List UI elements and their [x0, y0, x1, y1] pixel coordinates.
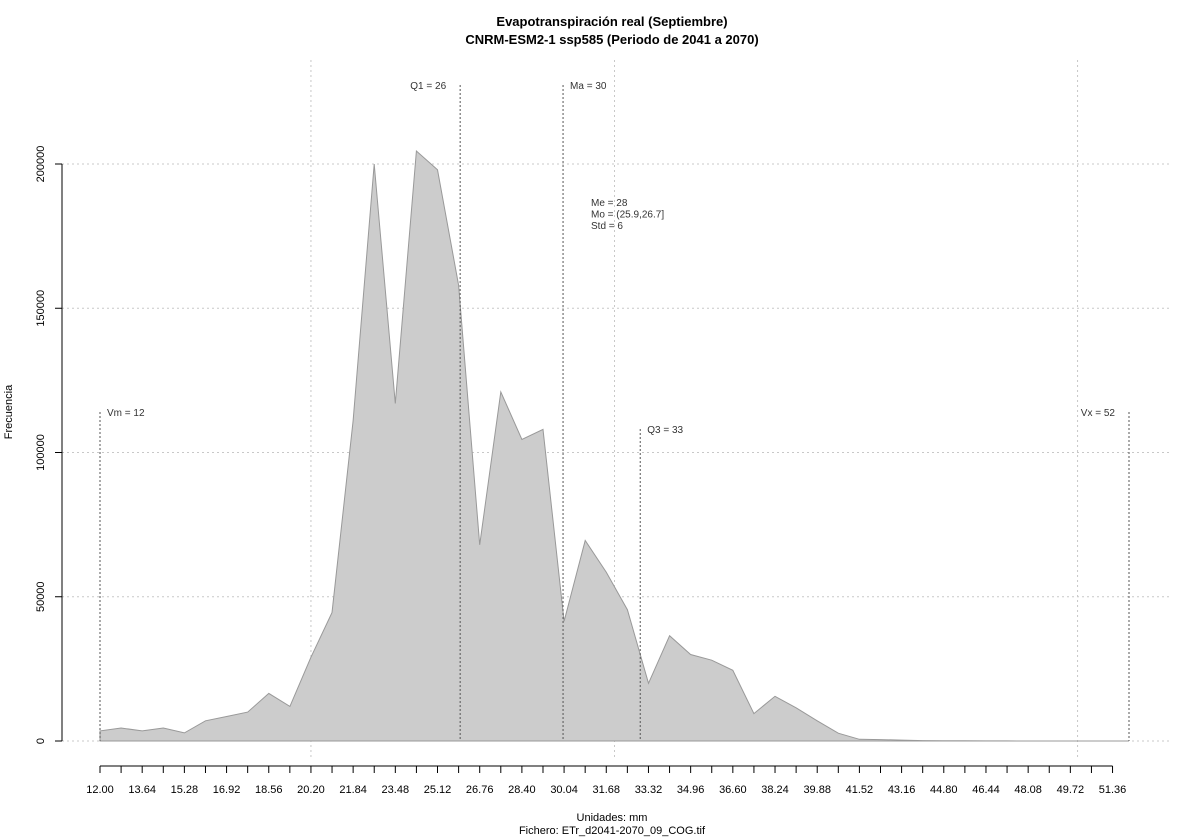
x-tick-label-22: 48.08 — [1014, 784, 1042, 796]
marker-label-0: Vm = 12 — [107, 408, 145, 419]
y-tick-label-4: 200000 — [35, 146, 47, 183]
chart-subtitle: CNRM-ESM2-1 ssp585 (Periodo de 2041 a 20… — [465, 32, 758, 47]
y-tick-label-2: 100000 — [35, 434, 47, 471]
x-tick-label-16: 38.24 — [761, 784, 789, 796]
x-tick-label-20: 44.80 — [930, 784, 958, 796]
grid-layer — [62, 60, 1170, 760]
x-tick-label-1: 13.64 — [128, 784, 156, 796]
marker-label-2: Ma = 30 — [570, 81, 607, 92]
frequency-area — [99, 149, 1129, 742]
x-tick-label-10: 28.40 — [508, 784, 536, 796]
marker-label-4: Vx = 52 — [1081, 408, 1116, 419]
x-tick-label-7: 23.48 — [382, 784, 410, 796]
area-layer — [99, 149, 1129, 742]
x-tick-label-8: 25.12 — [424, 784, 452, 796]
stat-line-1: Mo = (25.9,26.7] — [591, 210, 664, 221]
x-tick-label-19: 43.16 — [888, 784, 916, 796]
axis-layer: 0 50000 100000 150000 200000 12.00 13.64 15.28 1… — [35, 146, 1126, 796]
marker-layer: Vm = 12 Q1 = 26 Ma = 30 Q3 = 33 Vx = 52 — [99, 81, 1130, 741]
x-tick-label-15: 36.60 — [719, 784, 747, 796]
stat-line-2: Std = 6 — [591, 221, 623, 232]
stat-line-0: Me = 28 — [591, 198, 628, 209]
x-tick-label-5: 20.20 — [297, 784, 325, 796]
x-tick-label-0: 12.00 — [86, 784, 114, 796]
x-tick-label-23: 49.72 — [1057, 784, 1085, 796]
marker-label-1: Q1 = 26 — [410, 81, 446, 92]
x-tick-label-2: 15.28 — [171, 784, 199, 796]
y-tick-label-1: 50000 — [35, 581, 47, 612]
x-tick-label-12: 31.68 — [593, 784, 621, 796]
y-tick-label-0: 0 — [35, 738, 47, 744]
x-tick-label-3: 16.92 — [213, 784, 241, 796]
x-tick-label-14: 34.96 — [677, 784, 705, 796]
y-tick-label-3: 150000 — [35, 290, 47, 327]
chart-title: Evapotranspiración real (Septiembre) — [496, 14, 727, 29]
y-axis-label: Frecuencia — [3, 384, 15, 439]
x-tick-label-9: 26.76 — [466, 784, 494, 796]
x-tick-label-17: 39.88 — [803, 784, 831, 796]
x-tick-label-13: 33.32 — [635, 784, 663, 796]
x-tick-label-21: 46.44 — [972, 784, 1000, 796]
x-tick-label-4: 18.56 — [255, 784, 283, 796]
x-tick-label-24: 51.36 — [1099, 784, 1127, 796]
x-tick-label-6: 21.84 — [339, 784, 367, 796]
x-tick-label-18: 41.52 — [846, 784, 874, 796]
x-axis-label: Unidades: mm — [577, 812, 648, 824]
file-caption: Fichero: ETr_d2041-2070_09_COG.tif — [519, 825, 706, 837]
x-tick-label-11: 30.04 — [550, 784, 578, 796]
marker-label-3: Q3 = 33 — [647, 425, 683, 436]
